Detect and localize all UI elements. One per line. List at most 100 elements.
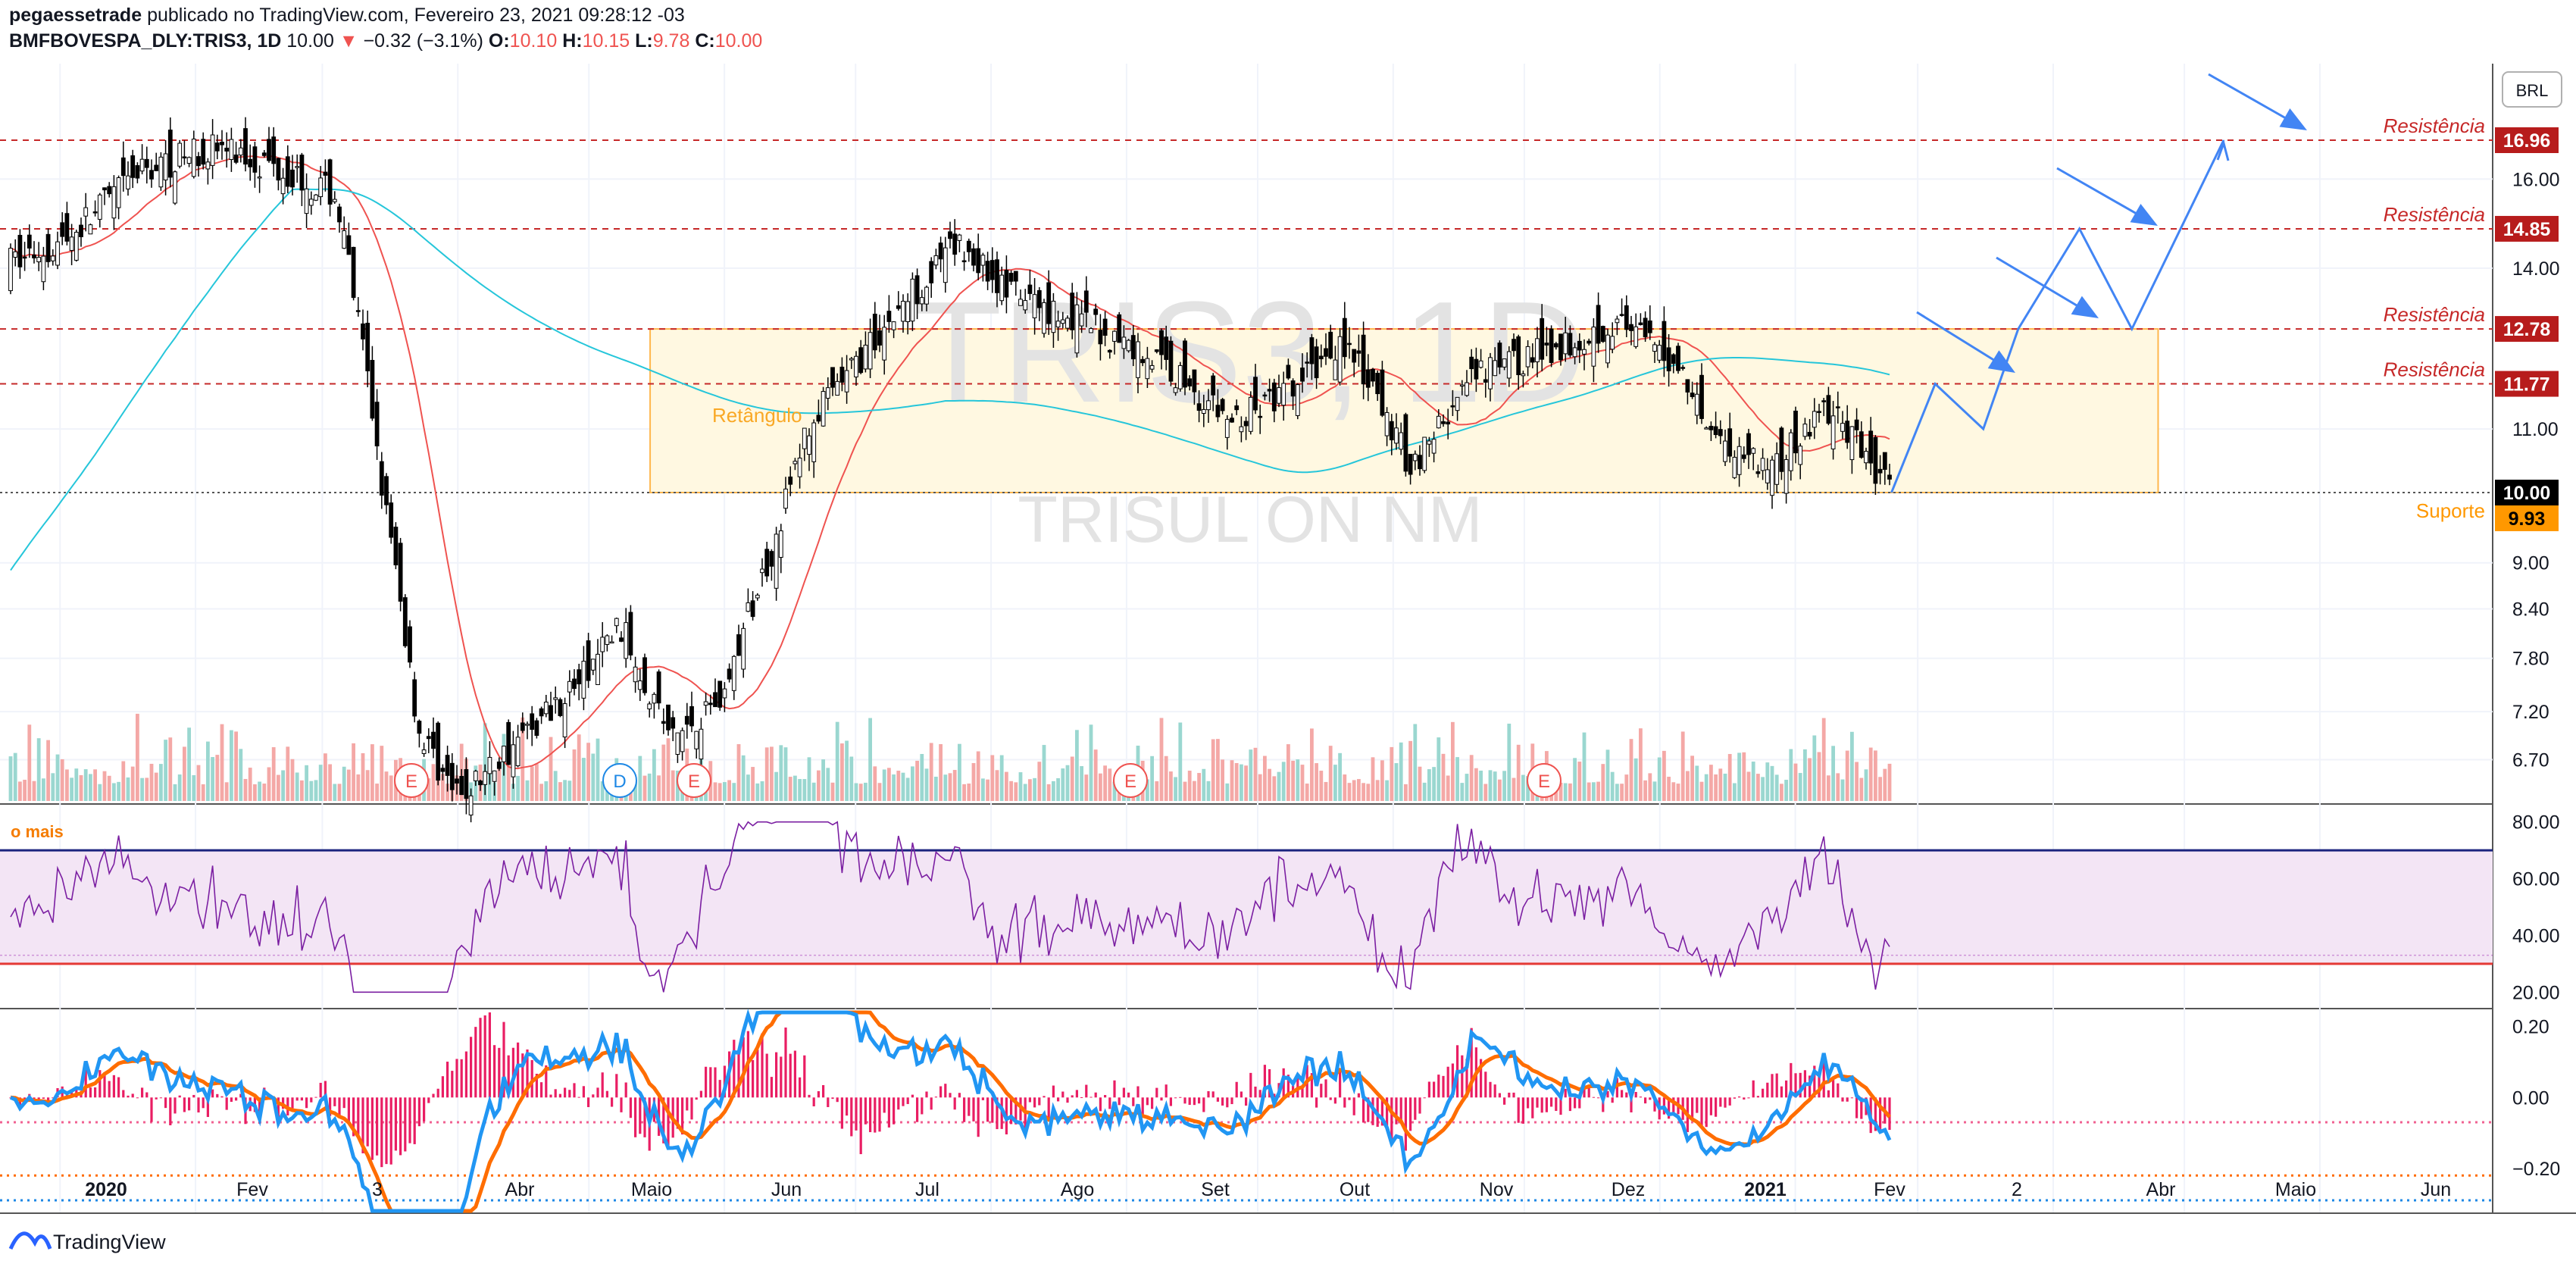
macd-histogram-bar (752, 1059, 755, 1098)
volume-bar (732, 783, 736, 801)
macd-histogram-bar (972, 1097, 975, 1122)
candle-body (764, 549, 770, 577)
macd-histogram-bar (902, 1097, 905, 1106)
candle-body (778, 530, 783, 558)
macd-histogram-bar (1061, 1091, 1064, 1098)
macd-histogram-bar (1517, 1097, 1520, 1123)
candle-body (1497, 343, 1502, 368)
volume-bar (567, 781, 572, 801)
macd-histogram-bar (554, 1089, 557, 1098)
macd-histogram-bar (1809, 1075, 1812, 1098)
macd-histogram-bar (540, 1082, 543, 1098)
volume-bar (924, 768, 929, 801)
pointer-arrowhead (1987, 350, 2015, 373)
volume-bar (1667, 776, 1671, 801)
volume-bar (877, 783, 882, 801)
candle-body (1864, 451, 1868, 464)
candle-body (1826, 395, 1831, 424)
candle-body (1013, 271, 1018, 282)
macd-histogram-bar (277, 1097, 280, 1126)
volume-bar (1507, 723, 1512, 801)
macd-histogram-bar (812, 1097, 815, 1106)
macd-histogram-bar (634, 1097, 637, 1137)
time-axis[interactable]: 2020 Fev 3 Abr Maio Jun Jul Ago Set Out Nov Dez 2021… (85, 1179, 2451, 1200)
macd-histogram-bar (291, 1097, 294, 1109)
candle-body (1253, 377, 1258, 411)
event-badge-circle (677, 763, 711, 798)
macd-histogram-bar (333, 1097, 336, 1106)
macd-histogram-bar (1202, 1097, 1205, 1112)
macd-histogram-bar (1691, 1097, 1694, 1120)
macd-histogram-bar (1649, 1097, 1652, 1100)
macd-histogram-bar (1743, 1097, 1746, 1100)
candle-body (1224, 418, 1230, 438)
candle-body (64, 213, 70, 242)
macd-histogram-bar (1446, 1066, 1449, 1098)
rsi-panel (0, 821, 2493, 993)
volume-bar (1493, 771, 1497, 801)
macd-histogram-bar (380, 1097, 383, 1168)
candle-body (1347, 343, 1352, 346)
macd-histogram-bar (686, 1097, 689, 1111)
candle-body (426, 736, 431, 740)
volume-bar (1563, 783, 1568, 801)
macd-histogram-bar (827, 1097, 830, 1108)
macd-histogram-bar (1615, 1078, 1618, 1098)
volume-bar (506, 750, 511, 801)
candle-body (929, 261, 934, 283)
volume-bar (958, 743, 961, 801)
volume-bar (1404, 784, 1408, 801)
pointer-arrowhead (2279, 108, 2307, 130)
candle-body (1239, 426, 1244, 433)
volume-bar (1343, 774, 1347, 801)
candle-body (144, 158, 149, 168)
volume-bar (901, 772, 905, 801)
macd-histogram-bar (1254, 1086, 1257, 1098)
time-tick-label: Maio (631, 1179, 672, 1200)
currency-badge[interactable]: BRL (2502, 71, 2562, 108)
macd-histogram-bar (112, 1075, 115, 1098)
macd-histogram-bar (817, 1090, 820, 1098)
macd-histogram-bar (803, 1055, 806, 1098)
volume-bar (1502, 771, 1506, 801)
volume-bar (1723, 773, 1727, 801)
volume-bar (1808, 758, 1812, 801)
candle-body (1051, 300, 1056, 333)
candle-body (910, 278, 915, 322)
candle-body (825, 387, 830, 399)
macd-histogram-bar (1433, 1081, 1436, 1098)
macd-histogram-bar (911, 1094, 914, 1098)
time-tick-label: Abr (2146, 1179, 2176, 1200)
price-axis[interactable]: 16.00 14.00 11.00 9.00 8.40 7.80 7.20 6.70 16.96… (2495, 127, 2560, 1180)
candle-body (97, 194, 102, 220)
candle-body (1098, 330, 1103, 345)
candle-body (1770, 459, 1774, 496)
candle-body (1600, 326, 1605, 343)
candle-body (943, 247, 948, 283)
macd-histogram-bar (352, 1097, 355, 1137)
macd-histogram-bar (1489, 1081, 1492, 1098)
event-badge-circle (1527, 763, 1562, 798)
candle-body (530, 713, 535, 730)
macd-histogram-bar (846, 1097, 849, 1116)
volume-bar (511, 784, 515, 801)
rsi-band (0, 850, 2493, 964)
candle-body (243, 128, 248, 165)
volume-bar (1272, 776, 1277, 801)
volume-bar (1465, 774, 1469, 801)
candle-body (1830, 415, 1836, 449)
volume-bar (1686, 771, 1690, 801)
candle-body (1145, 358, 1150, 380)
macd-histogram-bar (897, 1097, 900, 1110)
candle-body (1591, 327, 1596, 367)
macd-histogram-bar (42, 1097, 45, 1099)
candle-body (713, 692, 717, 708)
candle-body (882, 327, 887, 361)
macd-histogram-bar (451, 1071, 454, 1098)
candle-body (1732, 456, 1737, 478)
event-badge-letter: E (405, 771, 417, 792)
candle-body (1718, 429, 1723, 436)
volume-bar (243, 778, 248, 801)
volume-bar (981, 778, 985, 801)
